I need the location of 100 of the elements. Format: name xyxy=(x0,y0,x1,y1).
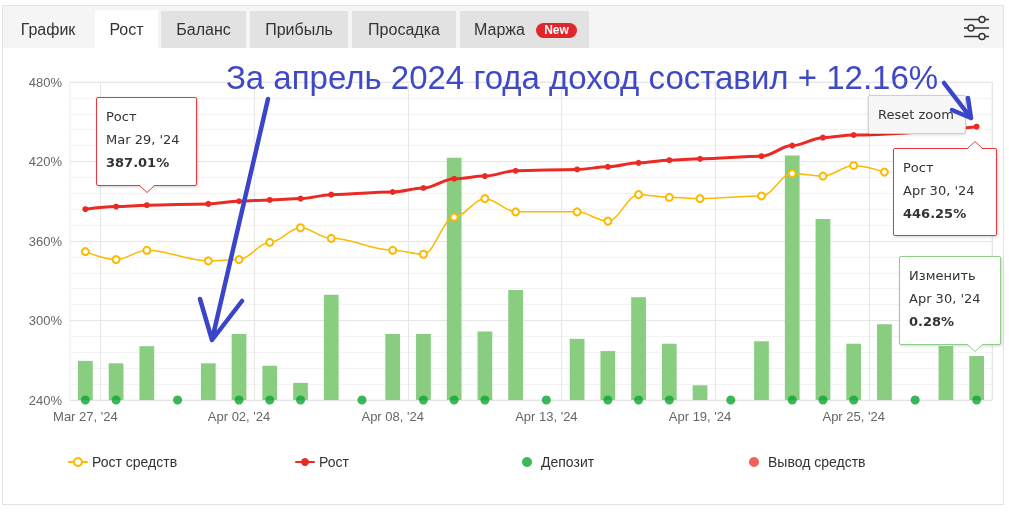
point xyxy=(634,190,644,200)
point xyxy=(604,163,611,170)
legend-label: Вывод средств xyxy=(768,454,866,470)
point xyxy=(449,395,459,405)
point xyxy=(326,233,336,243)
legend-label: Рост xyxy=(319,454,350,470)
point xyxy=(819,134,826,141)
annotation: Изменить Apr 30, '24 0.28% xyxy=(909,268,981,330)
point xyxy=(449,212,459,222)
bar xyxy=(969,355,985,400)
point xyxy=(695,194,705,204)
point xyxy=(664,395,674,405)
y-tick-label: 420% xyxy=(28,154,63,169)
y-tick-label: 300% xyxy=(28,313,63,328)
text: Прибыль xyxy=(265,20,333,39)
point xyxy=(603,395,613,405)
bar xyxy=(200,363,216,400)
legend-label: Депозит xyxy=(541,454,595,470)
point xyxy=(236,198,243,205)
point xyxy=(113,203,120,210)
bar xyxy=(508,289,524,400)
point xyxy=(357,395,367,405)
bar xyxy=(416,333,431,400)
bar xyxy=(569,338,585,400)
chart-title: За апрель 2024 года доход составил + 12.16% xyxy=(225,59,939,96)
point xyxy=(850,132,857,138)
bar xyxy=(385,333,401,400)
point xyxy=(266,196,273,203)
text: График xyxy=(20,20,76,39)
bar xyxy=(754,341,769,400)
bar xyxy=(108,363,124,400)
point xyxy=(664,192,674,202)
point xyxy=(818,395,828,405)
point xyxy=(879,167,889,177)
point xyxy=(634,395,644,405)
bar xyxy=(631,297,646,400)
bar xyxy=(323,294,339,400)
point xyxy=(574,166,581,173)
x-tick-label: Apr 25, '24 xyxy=(822,409,885,424)
point xyxy=(418,395,428,405)
point xyxy=(789,142,796,149)
point xyxy=(603,216,613,226)
point xyxy=(173,395,183,405)
point xyxy=(787,168,797,178)
point xyxy=(234,255,244,265)
annotation: Рост Mar 29, '24 387.01% xyxy=(106,109,180,171)
point xyxy=(541,395,551,405)
point xyxy=(849,160,859,170)
point xyxy=(511,207,521,217)
bar xyxy=(600,351,616,400)
point xyxy=(111,395,121,405)
point xyxy=(910,395,920,405)
point xyxy=(697,155,704,162)
legend-label: Рост средств xyxy=(92,454,178,470)
point xyxy=(296,395,305,405)
bar xyxy=(77,360,93,400)
point xyxy=(418,249,428,259)
point xyxy=(572,207,582,217)
x-tick-label: Apr 19, '24 xyxy=(668,409,732,424)
text: Баланс xyxy=(176,20,231,39)
point xyxy=(265,237,275,247)
bar xyxy=(661,343,677,400)
text: Маржа xyxy=(474,20,525,39)
point xyxy=(389,188,396,195)
x-tick-label: Apr 13, '24 xyxy=(515,409,578,424)
point xyxy=(451,175,458,182)
point xyxy=(420,185,427,191)
point xyxy=(480,395,490,405)
bar xyxy=(477,331,493,400)
point xyxy=(205,200,212,207)
bar xyxy=(139,346,155,400)
bar xyxy=(262,365,278,400)
annotation: Рост Apr 30, '24 446.25% xyxy=(903,160,975,222)
x-tick-label: Apr 08, '24 xyxy=(361,409,424,424)
point xyxy=(757,191,766,201)
point xyxy=(635,159,642,166)
y-tick-label: 360% xyxy=(28,233,63,249)
point xyxy=(234,395,244,405)
point xyxy=(818,171,828,181)
annotation: Reset zoom xyxy=(878,107,954,123)
text: Просадка xyxy=(368,20,440,39)
point xyxy=(481,173,488,180)
x-tick-label: Mar 27, '24 xyxy=(53,409,118,424)
point xyxy=(726,395,736,405)
point xyxy=(80,395,90,405)
point xyxy=(666,157,673,164)
bar xyxy=(446,157,462,400)
point xyxy=(203,256,213,266)
y-tick-label: 240% xyxy=(28,392,63,408)
point xyxy=(265,395,275,405)
point xyxy=(388,245,398,255)
point xyxy=(111,255,121,265)
bar xyxy=(846,343,862,400)
point xyxy=(82,206,89,213)
point xyxy=(80,247,90,257)
point xyxy=(297,195,304,202)
point xyxy=(328,191,335,198)
text: New xyxy=(544,23,569,38)
bar xyxy=(877,324,892,400)
bar xyxy=(231,333,247,400)
